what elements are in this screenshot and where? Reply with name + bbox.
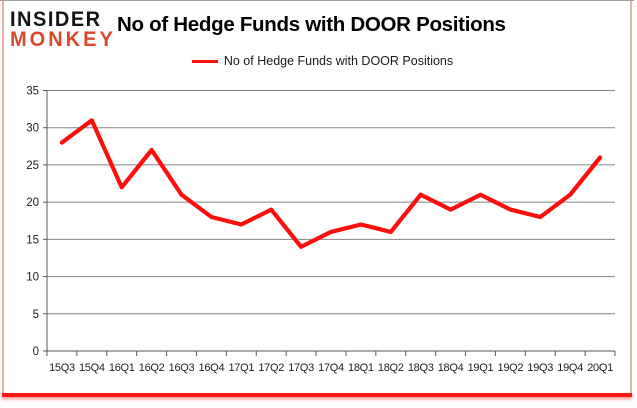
x-tick-label: 17Q4 (318, 362, 344, 374)
card-bottom-red-bar (2, 393, 632, 397)
y-tick-label: 5 (33, 309, 39, 321)
x-tick-label: 16Q3 (169, 362, 195, 374)
y-tick-label: 35 (26, 86, 39, 98)
x-tick-label: 15Q4 (79, 362, 105, 374)
y-tick-label: 25 (26, 160, 39, 172)
axes (46, 90, 615, 352)
gridlines (47, 90, 615, 315)
chart-title: No of Hedge Funds with DOOR Positions (117, 13, 506, 36)
insider-monkey-logo: INSIDER MONKEY (10, 7, 116, 52)
card-right-border (630, 1, 632, 394)
x-tick-label: 18Q3 (408, 362, 434, 374)
y-tick-labels: 0 5 10 15 20 25 30 35 (26, 86, 39, 359)
x-tick-label: 20Q1 (587, 362, 613, 374)
x-tick-label: 16Q1 (109, 362, 135, 374)
x-tick-label: 18Q4 (438, 362, 464, 374)
y-tick-label: 15 (26, 234, 39, 246)
x-tick-label: 17Q2 (258, 362, 284, 374)
x-tick-label: 17Q1 (228, 362, 254, 374)
x-tick-label: 19Q1 (468, 362, 494, 374)
card-top-border (0, 0, 634, 1)
x-tick-label: 16Q4 (199, 362, 225, 374)
card-left-border (2, 1, 4, 394)
data-line (59, 118, 603, 249)
logo-line-monkey: MONKEY (10, 27, 116, 52)
series-line (59, 118, 603, 249)
logo-line-insider: INSIDER (10, 7, 102, 32)
chart-legend: No of Hedge Funds with DOOR Positions (0, 54, 637, 68)
legend-label: No of Hedge Funds with DOOR Positions (223, 54, 454, 68)
x-tick-label: 16Q2 (139, 362, 165, 374)
x-tick-label: 17Q3 (288, 362, 314, 374)
x-tick-label: 15Q3 (49, 362, 75, 374)
x-tick-label: 19Q2 (498, 362, 524, 374)
legend-line-swatch (191, 59, 218, 63)
y-tick-label: 20 (26, 197, 39, 209)
x-tick-label: 19Q3 (527, 362, 553, 374)
x-tick-label: 18Q1 (348, 362, 374, 374)
x-tick-label: 19Q4 (557, 362, 583, 374)
y-tick-label: 30 (26, 123, 39, 135)
x-tick-labels: 15Q3 15Q4 16Q1 16Q2 16Q3 16Q4 17Q1 17Q2 17Q3 17Q4… (49, 362, 613, 374)
x-tick-label: 18Q2 (378, 362, 404, 374)
y-tick-label: 10 (26, 272, 39, 284)
y-tick-label: 0 (33, 346, 39, 358)
axis-ticks (43, 90, 616, 356)
